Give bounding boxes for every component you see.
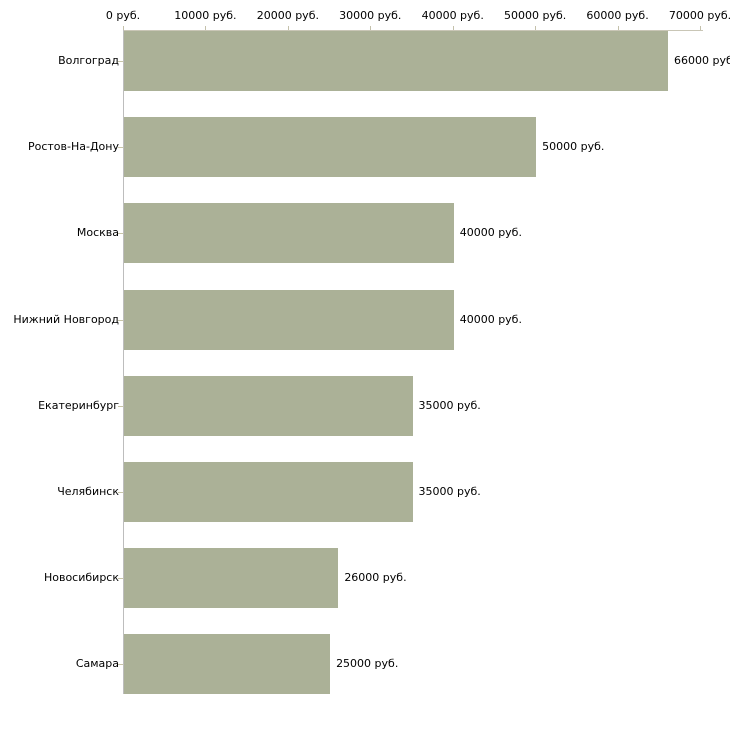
x-axis-tick-label: 0 руб. (105, 9, 141, 22)
bar (124, 548, 339, 609)
y-axis-line (123, 30, 124, 695)
x-axis-tick-label: 40000 руб. (421, 9, 484, 22)
category-label: Челябинск (57, 485, 119, 498)
category-label: Екатеринбург (38, 398, 119, 412)
category-tick-mark (118, 492, 123, 493)
x-axis-tick (370, 26, 372, 30)
x-axis-tick-label: 30000 руб. (339, 9, 402, 22)
category-label: Самара (75, 657, 119, 671)
category-tick-mark (118, 233, 123, 234)
bar-value-label: 66000 руб. (674, 54, 730, 67)
bar-value-label: 50000 руб. (542, 140, 605, 154)
category-label: Москва (76, 226, 119, 240)
bar (124, 203, 454, 264)
bar-value-label: 25000 руб. (336, 657, 399, 671)
x-axis-tick-label: 60000 руб. (586, 9, 649, 22)
bar-value-label: 35000 руб. (418, 485, 481, 498)
bar-value-label: 35000 руб. (418, 398, 481, 412)
bar-value-label: 40000 руб. (459, 226, 522, 240)
category-label: Новосибирск (43, 571, 119, 585)
bar-value-label: 26000 руб. (344, 571, 407, 585)
bar (124, 289, 454, 350)
category-tick-mark (118, 147, 123, 148)
bar-value-label: 40000 руб. (459, 312, 522, 326)
category-label: Ростов-На-Дону (27, 140, 119, 154)
category-label: Волгоград (58, 54, 119, 67)
bar (124, 117, 537, 178)
x-axis-tick (535, 26, 537, 30)
x-axis-line (123, 30, 703, 31)
bar (124, 375, 413, 436)
category-tick-mark (118, 578, 123, 579)
category-tick-mark (118, 664, 123, 665)
x-axis-tick (452, 26, 454, 30)
category-tick-mark (118, 61, 123, 62)
category-label: Нижний Новгород (13, 312, 119, 326)
x-axis-tick-label: 10000 руб. (174, 9, 237, 22)
x-axis-tick (287, 26, 289, 30)
bar (124, 462, 413, 522)
category-tick-mark (118, 406, 123, 407)
x-axis-tick (617, 26, 619, 30)
x-axis-tick-label: 20000 руб. (256, 9, 319, 22)
x-axis-tick (700, 26, 701, 30)
bar (124, 31, 669, 91)
bar (124, 634, 331, 695)
category-tick-mark (118, 320, 123, 321)
x-axis-tick-label: 50000 руб. (504, 9, 567, 22)
x-axis-tick-label: 70000 руб. (668, 9, 730, 22)
x-axis-tick (205, 26, 207, 30)
x-axis-tick (123, 26, 124, 30)
